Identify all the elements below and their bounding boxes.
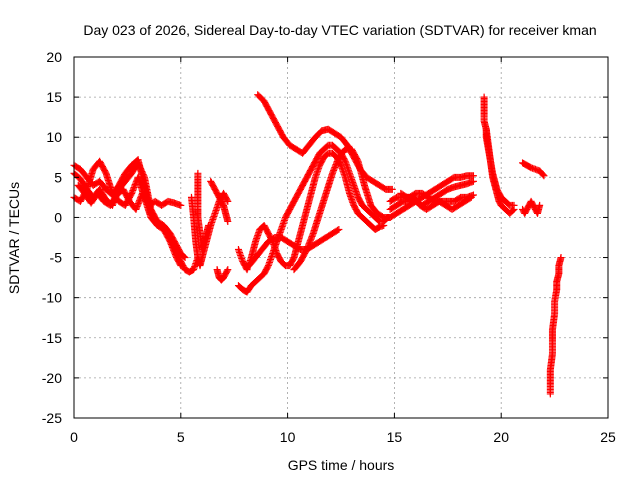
data-point bbox=[224, 197, 232, 205]
y-tick-label: 0 bbox=[54, 209, 62, 225]
data-point bbox=[510, 205, 518, 213]
data-point bbox=[180, 253, 188, 261]
data-points bbox=[70, 91, 565, 398]
x-tick-label: 25 bbox=[600, 429, 616, 445]
plot-frame bbox=[73, 56, 609, 419]
x-axis-label: GPS time / hours bbox=[288, 457, 395, 473]
y-tick-label: -20 bbox=[42, 370, 62, 386]
x-tick-label: 0 bbox=[70, 429, 78, 445]
data-point bbox=[335, 225, 343, 233]
y-tick-label: -15 bbox=[42, 330, 62, 346]
data-point bbox=[177, 262, 185, 270]
data-point bbox=[224, 266, 232, 274]
x-tick-label: 20 bbox=[493, 429, 509, 445]
data-point bbox=[539, 171, 547, 179]
y-tick-label: 15 bbox=[46, 89, 62, 105]
data-point bbox=[536, 201, 544, 209]
data-point bbox=[557, 254, 565, 262]
data-point bbox=[224, 217, 232, 225]
x-tick-label: 5 bbox=[177, 429, 185, 445]
y-tick-label: 20 bbox=[46, 49, 62, 65]
data-point bbox=[467, 193, 475, 201]
y-tick-label: -25 bbox=[42, 410, 62, 426]
y-tick-label: 5 bbox=[54, 169, 62, 185]
data-point bbox=[223, 267, 231, 275]
data-point bbox=[176, 260, 184, 268]
chart-title: Day 023 of 2026, Sidereal Day-to-day VTE… bbox=[83, 22, 596, 38]
data-point bbox=[177, 201, 185, 209]
x-tick-label: 10 bbox=[280, 429, 296, 445]
data-point bbox=[540, 172, 548, 180]
data-point bbox=[509, 206, 517, 214]
y-tick-label: -5 bbox=[50, 250, 63, 266]
data-point bbox=[469, 177, 477, 185]
data-point bbox=[334, 226, 342, 234]
y-axis-label: SDTVAR / TECUs bbox=[6, 182, 22, 294]
data-point bbox=[388, 185, 396, 193]
y-tick-label: -10 bbox=[42, 290, 62, 306]
y-tick-label: 10 bbox=[46, 129, 62, 145]
data-point bbox=[223, 196, 231, 204]
x-tick-label: 15 bbox=[387, 429, 403, 445]
data-point bbox=[205, 221, 213, 229]
axes: 0 5 10 15 20 25 -25 -20 -15 -10 -5 0 5 10 15 20 bbox=[42, 49, 616, 445]
data-point bbox=[466, 194, 474, 202]
grid-lines bbox=[74, 57, 608, 418]
data-point bbox=[181, 254, 189, 262]
